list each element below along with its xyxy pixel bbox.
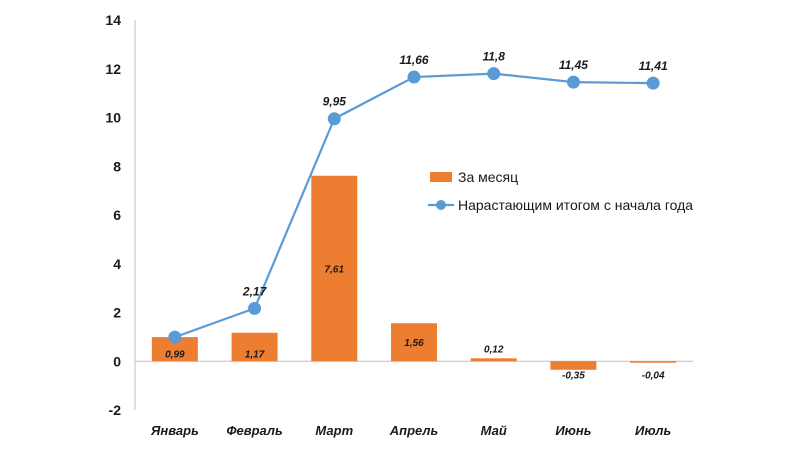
line-data-label: 11,45 [559,58,588,72]
line-point [248,301,262,315]
x-tick-label: Январь [150,423,199,438]
y-tick-label: -2 [109,402,122,418]
x-tick-label: Март [315,423,353,438]
bar-data-label: 1,17 [245,349,265,360]
x-axis: Январь Февраль Март Апрель Май Июнь Июль [135,360,693,438]
line-point [487,67,501,81]
y-tick-label: 2 [113,305,121,321]
bar [311,175,358,362]
line-point [566,75,580,89]
data-labels: 0,99 1,17 7,61 1,56 0,12 -0,35 -0,04 2,17 9,95 11… [165,50,668,382]
line-point [168,330,182,344]
bar [630,361,677,363]
line-point [327,112,341,126]
bar-data-label: -0,04 [642,370,665,381]
bar [470,358,517,362]
legend: За месяц Нарастающим итогом с начала года [428,169,693,213]
bar [231,332,278,362]
y-tick-label: 10 [105,110,121,126]
legend-label: Нарастающим итогом с начала года [458,197,693,213]
y-tick-label: 8 [113,158,121,174]
line-data-label: 11,66 [399,53,428,67]
y-tick-label: 6 [113,207,121,223]
line-point [646,76,660,90]
y-tick-label: 12 [105,61,121,77]
x-tick-label: Апрель [389,423,438,438]
bar [391,323,437,362]
x-tick-label: Май [481,423,507,438]
bar-data-label: 0,99 [165,349,185,360]
line-data-label: 11,8 [482,50,505,64]
line-data-label: 9,95 [323,95,347,109]
bar-data-label: 7,61 [325,265,345,276]
y-tick-label: 0 [113,353,121,369]
bar-data-label: 1,56 [404,338,424,349]
legend-swatch-bar [430,172,452,182]
bar-data-label: 0,12 [484,344,504,355]
line-data-label: 2,17 [242,284,268,298]
legend-label: За месяц [458,169,518,185]
y-axis: -2 0 2 4 6 8 10 12 14 [105,12,136,418]
bar [550,361,597,370]
legend-swatch-marker [436,200,446,210]
x-tick-label: Февраль [226,423,282,438]
bar-data-label: -0,35 [562,370,585,381]
y-tick-label: 4 [113,256,121,272]
x-tick-label: Июнь [555,423,591,438]
bar-series [151,175,677,370]
line-data-label: 11,41 [639,59,668,73]
line-series [168,67,660,344]
line-point [407,70,421,84]
y-tick-label: 14 [105,12,121,28]
x-tick-label: Июль [635,423,671,438]
